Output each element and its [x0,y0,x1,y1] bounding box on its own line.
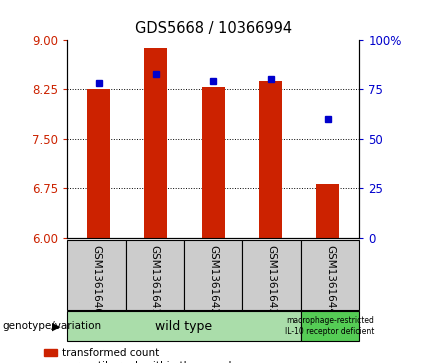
Bar [145,48,168,238]
Text: ▶: ▶ [52,321,61,331]
Bar [317,184,339,238]
Bar [184,240,242,310]
Text: wild type: wild type [155,320,213,333]
Bar [67,311,301,341]
Title: GDS5668 / 10366994: GDS5668 / 10366994 [135,21,292,36]
Text: GSM1361640: GSM1361640 [91,245,101,315]
Text: GSM1361642: GSM1361642 [208,245,218,315]
Bar [259,81,282,238]
Text: genotype/variation: genotype/variation [2,321,101,331]
Bar [87,89,110,238]
Bar [301,240,359,310]
Text: macrophage-restricted
IL-10 receptor deficient: macrophage-restricted IL-10 receptor def… [285,316,375,337]
Text: GSM1361643: GSM1361643 [267,245,277,315]
Bar [126,240,184,310]
Bar [67,240,126,310]
Bar [242,240,301,310]
Legend: transformed count, percentile rank within the sample: transformed count, percentile rank withi… [44,348,238,363]
Bar [301,311,359,341]
Text: GSM1361644: GSM1361644 [325,245,335,315]
Bar [202,87,225,238]
Text: GSM1361641: GSM1361641 [150,245,160,315]
